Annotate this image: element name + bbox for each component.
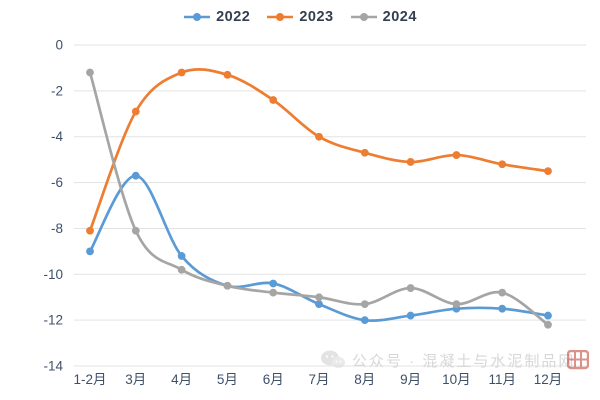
y-axis-tick-label: -8 bbox=[51, 221, 63, 236]
y-axis-tick-label: -14 bbox=[43, 359, 63, 374]
y-axis-tick-label: 0 bbox=[55, 38, 63, 53]
legend-item-2023: 2023 bbox=[266, 9, 333, 25]
data-point-marker-2022 bbox=[131, 171, 140, 180]
legend-label-2022: 2022 bbox=[216, 9, 251, 25]
data-point-marker-2022 bbox=[406, 311, 415, 320]
y-axis-tick-label: -12 bbox=[43, 313, 63, 328]
data-point-marker-2023 bbox=[406, 158, 415, 166]
data-point-marker-2022 bbox=[498, 304, 507, 313]
legend-label-2023: 2023 bbox=[299, 9, 334, 25]
x-axis-tick-label: 11月 bbox=[488, 372, 516, 387]
x-axis-tick-label: 6月 bbox=[263, 372, 284, 387]
data-point-marker-2023 bbox=[269, 96, 278, 104]
x-axis-tick-label: 12月 bbox=[534, 372, 563, 387]
x-axis-tick-label: 8月 bbox=[354, 372, 375, 387]
data-point-marker-2024 bbox=[498, 288, 507, 297]
series-line-2023 bbox=[88, 67, 550, 233]
y-axis-tick-label: -4 bbox=[51, 129, 63, 144]
data-point-marker-2023 bbox=[315, 132, 323, 141]
legend-marker-2024-icon bbox=[350, 13, 377, 21]
x-axis-tick-label: 1-2月 bbox=[73, 372, 106, 387]
data-point-marker-2024 bbox=[452, 300, 461, 309]
x-axis-tick-label: 9月 bbox=[400, 372, 421, 387]
x-axis-tick-label: 3月 bbox=[125, 372, 146, 387]
data-point-marker-2024 bbox=[86, 68, 94, 77]
data-point-marker-2024 bbox=[131, 226, 140, 235]
legend-marker-2022-icon bbox=[184, 13, 211, 21]
legend-item-2022: 2022 bbox=[183, 9, 250, 25]
x-axis-tick-label: 10月 bbox=[442, 372, 471, 387]
data-point-marker-2023 bbox=[131, 107, 140, 116]
data-point-marker-2023 bbox=[544, 167, 552, 176]
data-point-marker-2022 bbox=[544, 311, 552, 320]
legend-label-2024: 2024 bbox=[382, 9, 417, 25]
data-point-marker-2024 bbox=[544, 320, 552, 329]
y-axis-tick-label: -10 bbox=[43, 267, 63, 282]
data-point-marker-2023 bbox=[223, 70, 232, 79]
data-point-marker-2024 bbox=[223, 281, 232, 290]
data-point-marker-2024 bbox=[406, 284, 415, 292]
data-point-marker-2024 bbox=[360, 300, 369, 309]
data-point-marker-2022 bbox=[360, 316, 369, 325]
legend-marker-2023-icon bbox=[267, 13, 294, 21]
x-axis-tick-label: 4月 bbox=[171, 372, 192, 387]
data-point-marker-2022 bbox=[315, 300, 323, 309]
series-line-2022 bbox=[88, 174, 550, 322]
data-point-marker-2024 bbox=[269, 288, 278, 297]
data-point-marker-2023 bbox=[177, 68, 186, 77]
data-point-marker-2022 bbox=[86, 247, 94, 256]
y-axis-tick-label: -6 bbox=[51, 175, 63, 190]
data-point-marker-2024 bbox=[177, 265, 186, 274]
x-axis-tick-label: 5月 bbox=[217, 372, 238, 387]
legend-item-2024: 2024 bbox=[350, 9, 417, 25]
chart-legend: 2022 2023 2024 bbox=[0, 9, 600, 25]
data-point-marker-2022 bbox=[177, 252, 186, 260]
data-point-marker-2023 bbox=[498, 160, 507, 169]
data-point-marker-2023 bbox=[360, 148, 369, 157]
data-point-marker-2022 bbox=[269, 279, 278, 288]
x-axis-tick-label: 7月 bbox=[308, 372, 329, 387]
y-axis-tick-label: -2 bbox=[51, 83, 63, 98]
data-point-marker-2024 bbox=[315, 293, 323, 302]
data-point-marker-2023 bbox=[452, 151, 461, 159]
data-point-marker-2023 bbox=[86, 226, 94, 235]
series-line-2024 bbox=[88, 71, 550, 327]
